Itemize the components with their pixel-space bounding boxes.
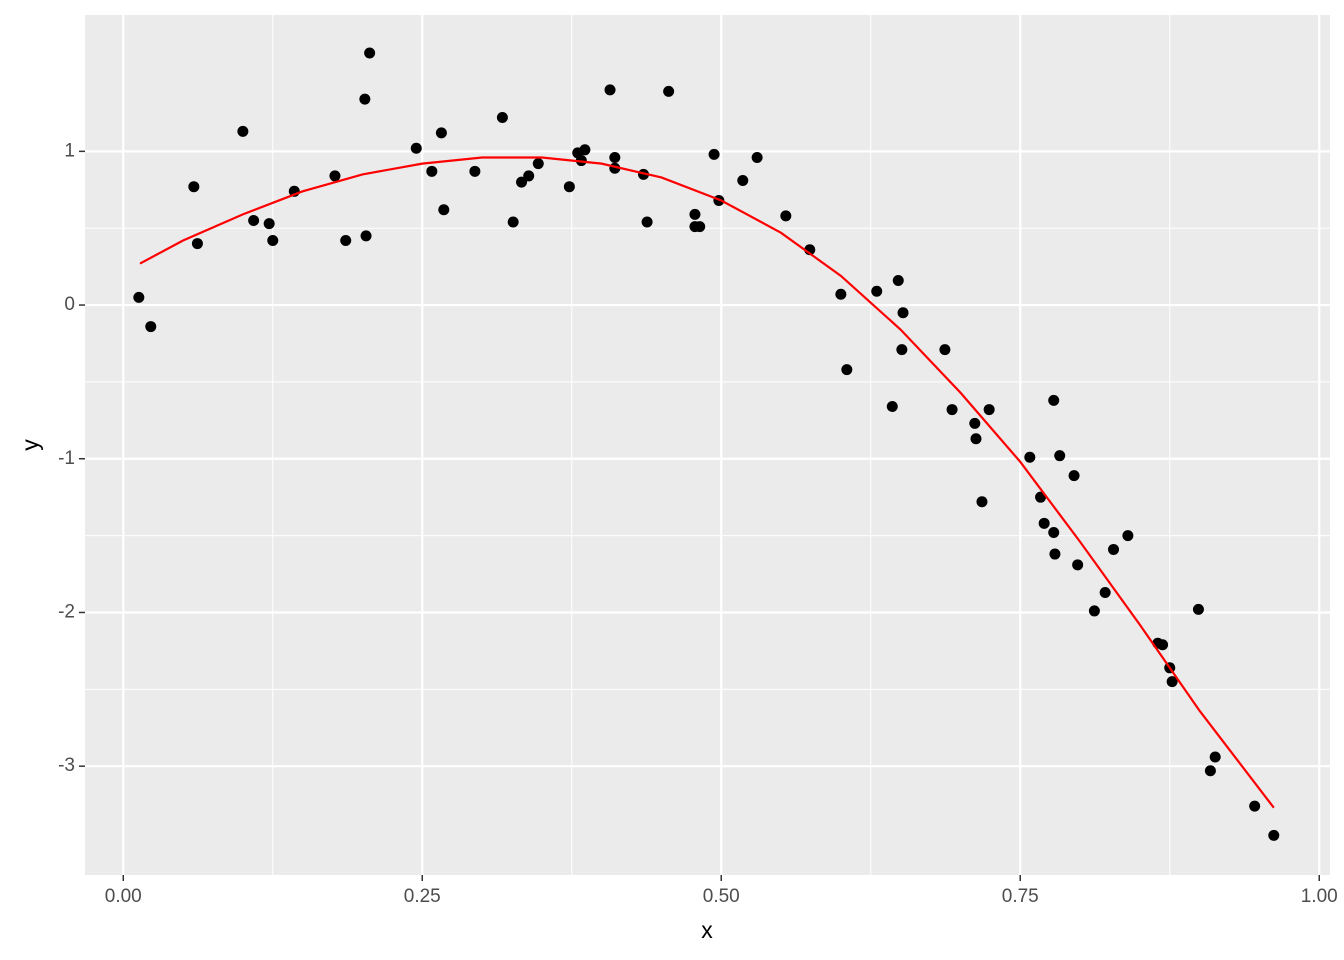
y-tick-label: -1 xyxy=(58,448,75,469)
y-axis-title: y xyxy=(17,439,43,451)
point xyxy=(1038,517,1050,529)
point xyxy=(976,496,988,508)
point xyxy=(579,144,591,156)
point xyxy=(263,218,275,230)
point xyxy=(188,181,200,193)
point xyxy=(237,125,249,137)
point xyxy=(359,93,371,105)
point xyxy=(1209,751,1221,763)
point xyxy=(663,85,675,97)
point xyxy=(1157,639,1169,651)
point xyxy=(1072,559,1084,571)
point xyxy=(469,165,481,177)
point xyxy=(360,230,372,242)
point xyxy=(1048,394,1060,406)
point xyxy=(329,170,341,182)
point xyxy=(364,47,376,59)
y-tick-label: -3 xyxy=(58,755,75,776)
point xyxy=(1108,543,1120,555)
point xyxy=(946,404,958,416)
point xyxy=(438,204,450,216)
y-tick-label: -2 xyxy=(58,601,75,622)
point xyxy=(708,148,720,160)
point xyxy=(970,433,982,445)
point xyxy=(1024,451,1036,463)
point xyxy=(694,221,706,233)
point xyxy=(267,234,279,246)
panel xyxy=(85,15,1330,875)
point xyxy=(1099,586,1111,598)
point xyxy=(563,181,575,193)
x-tick-label: 0.00 xyxy=(105,886,142,907)
point xyxy=(340,234,352,246)
point xyxy=(1192,603,1204,615)
point xyxy=(516,176,528,188)
point xyxy=(897,307,909,319)
point xyxy=(410,142,422,154)
point xyxy=(969,417,981,429)
y-tick-label: 0 xyxy=(64,294,75,315)
point xyxy=(604,84,616,96)
point xyxy=(426,165,438,177)
point xyxy=(751,151,763,163)
point xyxy=(496,112,508,124)
point xyxy=(892,274,904,286)
x-tick-label: 0.25 xyxy=(404,886,441,907)
point xyxy=(983,404,995,416)
point xyxy=(871,285,883,297)
point xyxy=(1122,530,1134,542)
point xyxy=(435,127,447,139)
x-axis-title: x xyxy=(701,917,713,943)
point xyxy=(737,175,749,187)
point xyxy=(1204,765,1216,777)
y-tick-label: 1 xyxy=(64,140,75,161)
point xyxy=(641,216,653,228)
point xyxy=(1049,548,1061,560)
point xyxy=(133,291,145,303)
point xyxy=(191,238,203,250)
point xyxy=(523,170,535,182)
point xyxy=(1268,829,1280,841)
point xyxy=(896,344,908,356)
point xyxy=(609,151,621,163)
point xyxy=(1054,450,1066,462)
point xyxy=(145,321,157,333)
point xyxy=(248,215,260,227)
x-tick-label: 0.75 xyxy=(1002,886,1039,907)
point xyxy=(1068,470,1080,482)
point xyxy=(1249,800,1261,812)
point xyxy=(841,364,853,376)
point xyxy=(532,158,544,170)
point xyxy=(886,400,898,412)
point xyxy=(689,208,701,220)
point xyxy=(835,288,847,300)
x-tick-label: 0.50 xyxy=(703,886,740,907)
point xyxy=(1166,676,1178,688)
point xyxy=(507,216,519,228)
point xyxy=(1048,527,1060,539)
fit-line xyxy=(139,156,1275,809)
x-tick-label: 1.00 xyxy=(1301,886,1338,907)
point xyxy=(1088,605,1100,617)
point xyxy=(939,344,951,356)
point xyxy=(780,210,792,222)
